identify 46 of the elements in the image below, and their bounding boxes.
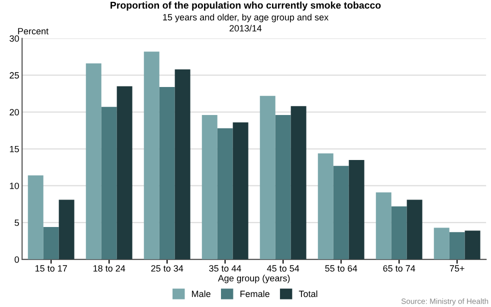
bar bbox=[174, 69, 190, 260]
y-axis-title: Percent bbox=[18, 28, 48, 34]
y-tick-label: 30 bbox=[10, 35, 19, 42]
bar bbox=[28, 175, 44, 260]
y-tick-label: 0 bbox=[14, 256, 19, 263]
x-tick-label: 15 to 17 bbox=[35, 265, 67, 272]
y-tick-label: 20 bbox=[10, 109, 19, 116]
y-tick-label: 10 bbox=[10, 182, 19, 190]
bar bbox=[391, 206, 407, 260]
bar bbox=[101, 106, 117, 260]
bar bbox=[406, 200, 422, 260]
bar bbox=[318, 153, 334, 260]
bar bbox=[348, 160, 364, 260]
x-tick-label: 35 to 44 bbox=[209, 265, 242, 272]
y-tick-label: 15 bbox=[10, 146, 19, 152]
legend-label: Total bbox=[298, 290, 318, 298]
legend-label: Male bbox=[192, 290, 210, 298]
bar bbox=[260, 96, 276, 260]
x-tick-label: 45 to 54 bbox=[266, 265, 300, 272]
bar bbox=[159, 87, 175, 260]
y-tick-label: 5 bbox=[14, 220, 19, 226]
bar bbox=[202, 115, 218, 260]
bar bbox=[333, 166, 349, 260]
chart-title: Proportion of the population who currently smoke tobacco bbox=[110, 2, 381, 11]
bar bbox=[449, 232, 465, 260]
x-tick-label: 55 to 64 bbox=[325, 265, 358, 272]
chart-subtitle: 15 years and older, by age group and sex 2013/14 bbox=[163, 14, 328, 32]
bar bbox=[43, 226, 59, 260]
bar bbox=[464, 230, 480, 260]
bar bbox=[376, 192, 392, 260]
bar bbox=[290, 106, 306, 260]
bar bbox=[232, 122, 248, 260]
bar bbox=[434, 228, 450, 260]
y-tick-label: 25 bbox=[10, 72, 19, 79]
bar bbox=[86, 63, 102, 260]
bar bbox=[217, 128, 233, 260]
bar bbox=[58, 200, 74, 260]
x-tick-label: 25 to 34 bbox=[151, 265, 184, 272]
x-tick-label: 65 to 74 bbox=[383, 265, 416, 272]
bar bbox=[275, 115, 291, 260]
x-tick-label: 75+ bbox=[450, 265, 464, 272]
legend-label: Female bbox=[240, 290, 270, 298]
x-axis-title: Age group (years) bbox=[218, 274, 290, 284]
bar bbox=[116, 86, 132, 260]
x-tick-label: 18 to 24 bbox=[93, 265, 126, 272]
bar bbox=[144, 52, 160, 260]
